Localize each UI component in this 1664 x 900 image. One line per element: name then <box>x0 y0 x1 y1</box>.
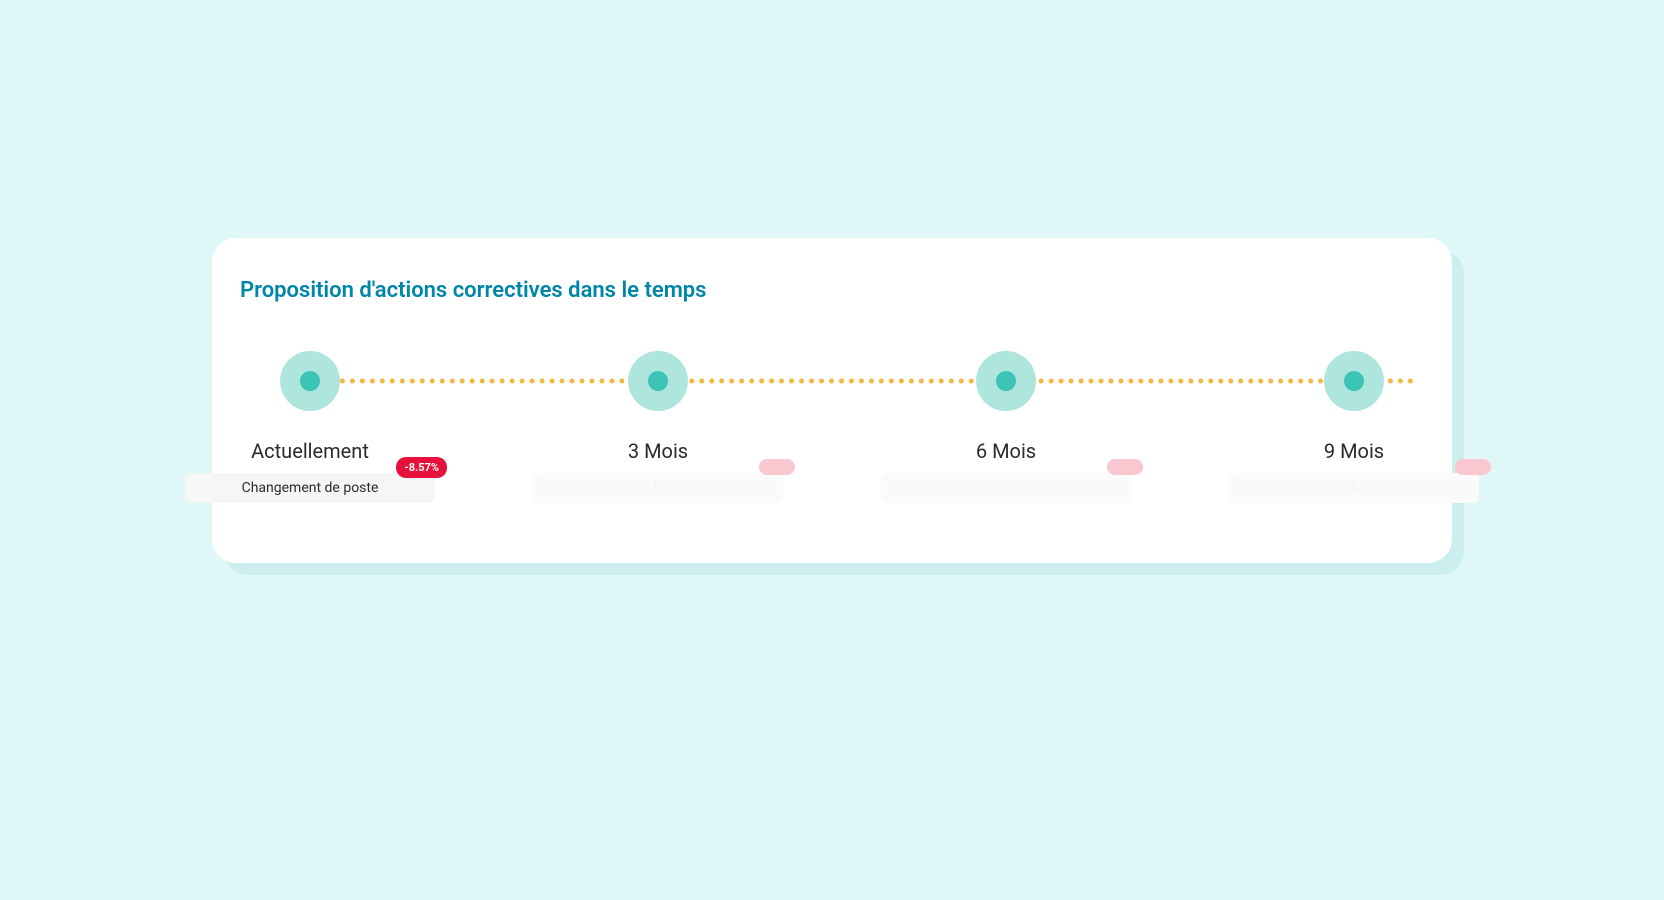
dot-icon <box>300 371 320 391</box>
card-title: Proposition d'actions correctives dans l… <box>240 278 1424 303</box>
delta-badge-faded <box>1455 459 1491 475</box>
timeline-node-0[interactable] <box>280 351 340 411</box>
timeline-labels-row: Actuellement 3 Mois 6 Mois 9 Mois <box>280 439 1384 463</box>
delta-badge-faded <box>759 459 795 475</box>
delta-badge: -8.57% <box>396 457 447 478</box>
timeline-card: Proposition d'actions correctives dans l… <box>212 238 1452 563</box>
timeline-node-3[interactable] <box>1324 351 1384 411</box>
timeline-chips-row: Changement de poste -8.57% R C A <box>280 473 1384 503</box>
timeline-label-2: 6 Mois <box>976 439 1036 463</box>
dot-icon <box>648 371 668 391</box>
delta-badge-faded <box>1107 459 1143 475</box>
action-chip-0[interactable]: Changement de poste -8.57% <box>185 473 435 503</box>
action-chip-2[interactable]: C <box>881 473 1131 503</box>
dot-icon <box>1344 371 1364 391</box>
timeline: Actuellement 3 Mois 6 Mois 9 Mois Change… <box>280 351 1384 503</box>
action-chip-text: R <box>654 480 663 496</box>
dot-icon <box>996 371 1016 391</box>
timeline-node-1[interactable] <box>628 351 688 411</box>
timeline-label-3: 9 Mois <box>1324 439 1384 463</box>
action-chip-3[interactable]: A <box>1229 473 1479 503</box>
timeline-label-1: 3 Mois <box>628 439 688 463</box>
action-chip-1[interactable]: R <box>533 473 783 503</box>
timeline-node-2[interactable] <box>976 351 1036 411</box>
timeline-nodes-row <box>280 351 1384 411</box>
timeline-label-0: Actuellement <box>251 439 369 463</box>
action-chip-text: A <box>1349 480 1358 496</box>
action-chip-text: C <box>1001 480 1010 496</box>
action-chip-text: Changement de poste <box>242 480 379 496</box>
timeline-connector <box>310 378 1414 383</box>
